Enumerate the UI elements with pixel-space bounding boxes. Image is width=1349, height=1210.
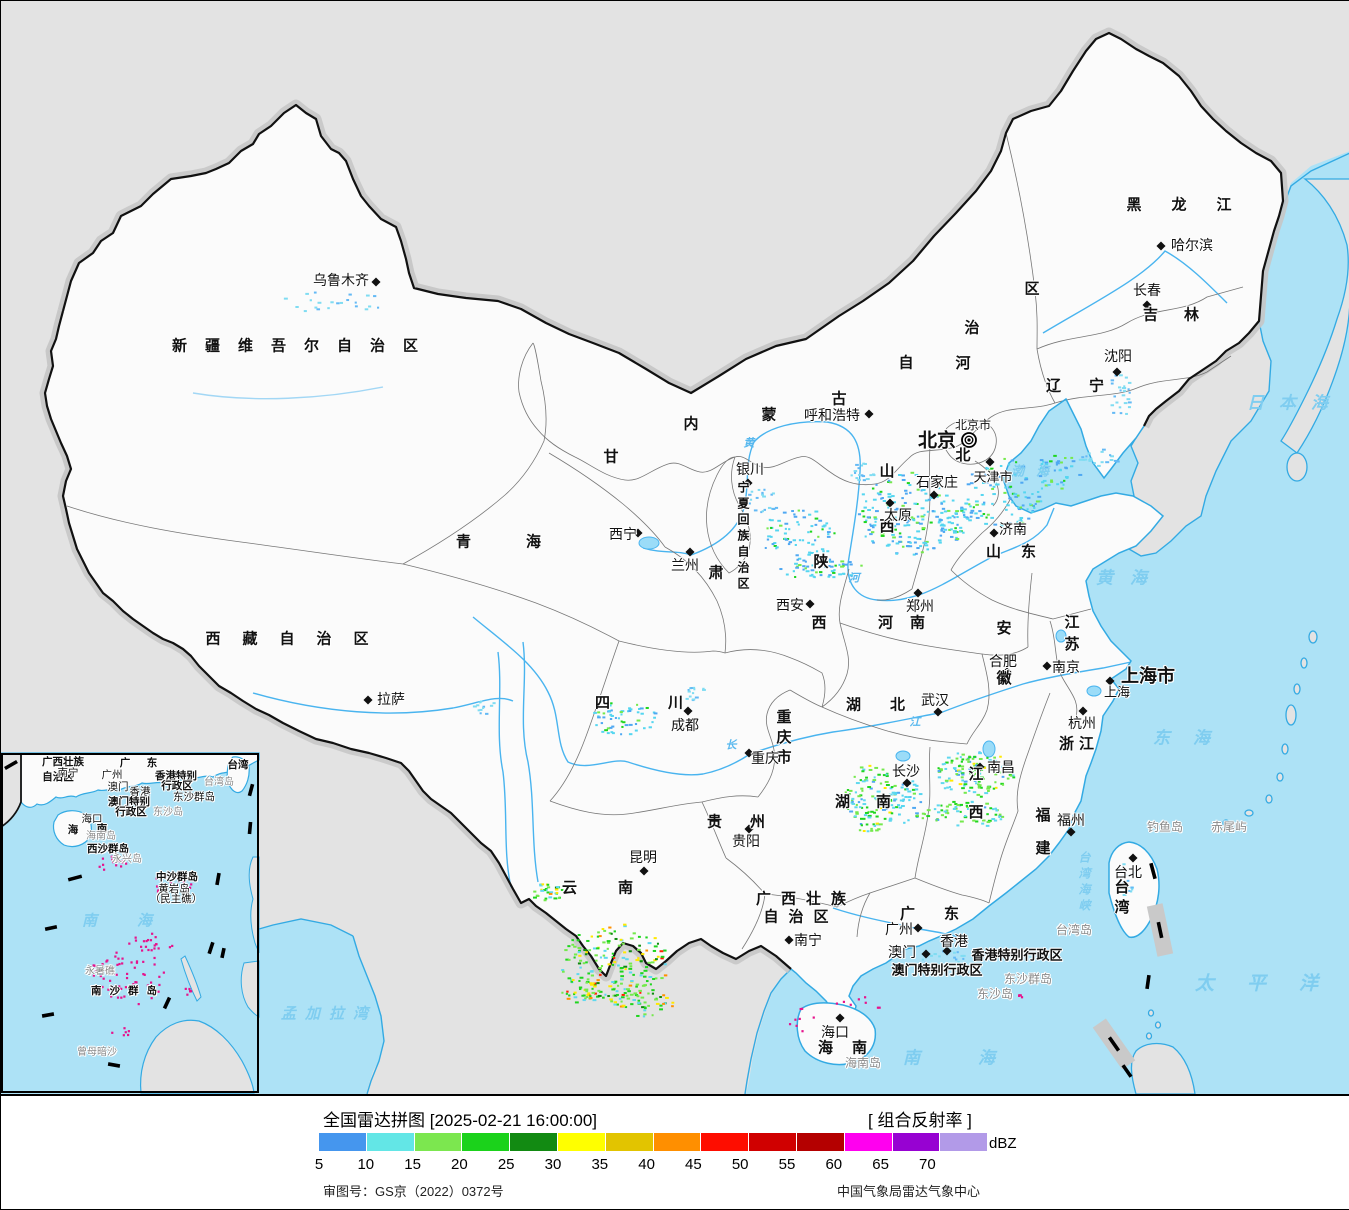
colorbar-block <box>940 1133 989 1151</box>
colorbar-tick: 15 <box>404 1156 421 1173</box>
city-marker <box>1066 827 1076 837</box>
colorbar-tick: 70 <box>919 1156 936 1173</box>
colorbar-block <box>462 1133 511 1151</box>
colorbar-tick: 65 <box>872 1156 889 1173</box>
city-marker <box>1128 853 1138 863</box>
city-marker <box>1078 706 1088 716</box>
colorbar-tick: 10 <box>357 1156 375 1173</box>
unit-label: dBZ <box>989 1135 1017 1152</box>
china-coastline <box>790 397 1165 1031</box>
license-text: 审图号：GS京（2022）0372号 <box>323 1184 504 1199</box>
colorbar-block <box>605 1133 654 1151</box>
city-marker <box>1156 241 1166 251</box>
map-title: 全国雷达拼图 [2025-02-21 16:00:00] <box>323 1111 598 1130</box>
colorbar-tick: 60 <box>825 1156 843 1173</box>
japan-islands <box>1130 178 1349 1094</box>
lakes <box>638 536 1102 762</box>
colorbar-tick: 45 <box>685 1156 702 1173</box>
colorbar-tick: 30 <box>544 1156 562 1173</box>
china-radar-map[interactable]: 黑龙江 吉林 辽宁内蒙古自治区新疆维吾尔自治区 西藏自治区 青海甘肃宁夏回族自治区陕西山… <box>1 1 1349 1094</box>
reflectivity-colorbar <box>319 1133 989 1151</box>
rivers <box>192 250 1228 938</box>
product-label: [ 组合反射率 ] <box>868 1111 972 1130</box>
colorbar-tick: 35 <box>591 1156 609 1173</box>
colorbar-block <box>557 1133 606 1151</box>
city-marker <box>1105 676 1115 686</box>
city-marker <box>1142 300 1152 310</box>
colorbar-block <box>510 1133 558 1151</box>
colorbar-block <box>414 1133 463 1151</box>
colorbar-tick: 25 <box>497 1156 515 1173</box>
colorbar-block <box>653 1133 702 1151</box>
colorbar-block <box>844 1133 893 1151</box>
china-territory <box>45 33 1283 1029</box>
radar-echo-layer <box>283 291 1136 1018</box>
national-border <box>43 31 1285 978</box>
colorbar-ticks: 5 10 15 20 25 30 35 40 45 50 55 60 65 70 <box>1 1156 1349 1174</box>
colorbar-tick: 40 <box>638 1156 655 1173</box>
credit-text: 中国气象局雷达气象中心 <box>837 1184 981 1199</box>
taiwan-hainan-islands <box>796 841 1160 1066</box>
colorbar-tick: 55 <box>778 1156 796 1173</box>
colorbar-block <box>796 1133 845 1151</box>
south-china-sea-inset <box>1 752 260 1094</box>
legend-panel: 全国雷达拼图 [2025-02-21 16:00:00] [ 组合反射率 ] d… <box>1 1094 1349 1209</box>
boundary-dash-layer <box>788 862 1174 1078</box>
colorbar-tick: 20 <box>451 1156 468 1173</box>
colorbar-tick: 50 <box>731 1156 749 1173</box>
city-marker <box>1112 367 1122 377</box>
colorbar-block <box>319 1133 367 1151</box>
colorbar-block <box>366 1133 415 1151</box>
colorbar-block <box>749 1133 797 1151</box>
colorbar-tick: 5 <box>314 1156 324 1173</box>
city-marker <box>1042 661 1052 671</box>
province-borders <box>66 132 1244 950</box>
colorbar-block <box>701 1133 750 1151</box>
basemap-svg <box>1 1 1349 1094</box>
colorbar-block <box>892 1133 941 1151</box>
